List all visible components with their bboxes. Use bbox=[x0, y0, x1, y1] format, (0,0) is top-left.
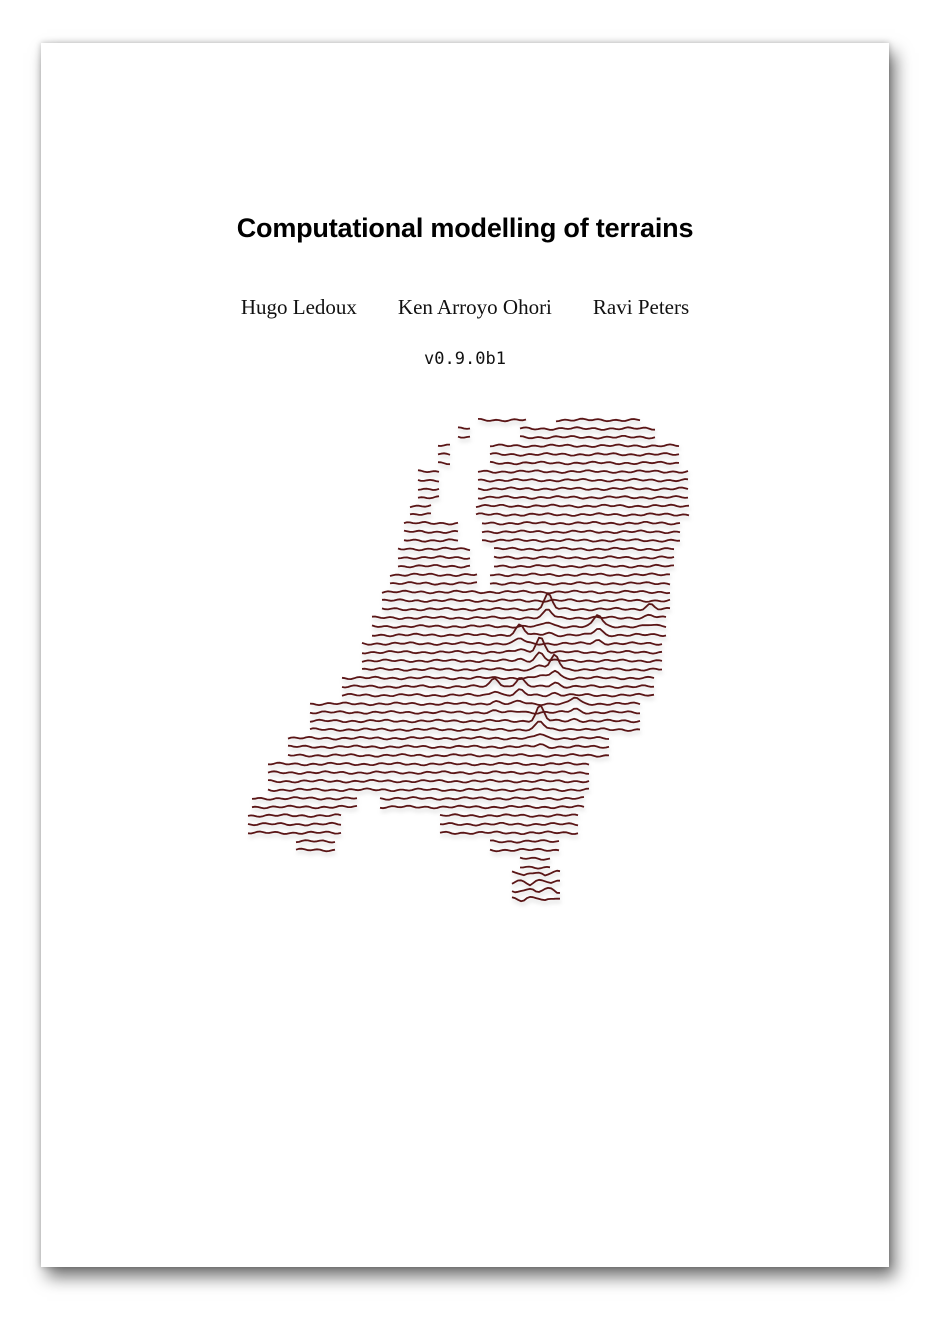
terrain-ridge-line bbox=[457, 435, 471, 439]
terrain-ridge-line bbox=[409, 504, 432, 509]
terrain-ridge-line bbox=[287, 733, 610, 741]
terrain-ridge-line bbox=[477, 418, 527, 423]
terrain-ridge-line bbox=[493, 546, 675, 552]
author-1: Hugo Ledoux bbox=[240, 295, 357, 319]
terrain-ridge-line bbox=[361, 636, 663, 655]
terrain-ridge-line bbox=[341, 688, 655, 698]
terrain-ridge-line bbox=[267, 787, 590, 793]
terrain-ridge-line bbox=[477, 495, 689, 500]
terrain-ridge-line bbox=[437, 461, 451, 466]
terrain-ridge-line bbox=[439, 813, 579, 818]
terrain-ridge-line bbox=[555, 417, 641, 423]
terrain-ridge-line bbox=[437, 452, 451, 456]
terrain-ridge-line bbox=[251, 796, 358, 801]
cover-page: Computational modelling of terrains Hugo… bbox=[41, 43, 889, 1267]
terrain-ridge-line bbox=[520, 865, 551, 870]
terrain-ridge-line bbox=[361, 653, 663, 672]
book-title: Computational modelling of terrains bbox=[236, 213, 694, 243]
terrain-ridge-line bbox=[403, 521, 459, 526]
terrain-ridge-line bbox=[437, 443, 450, 447]
terrain-ridge-line bbox=[519, 435, 656, 440]
terrain-ridge-line bbox=[341, 669, 655, 681]
terrain-ridge-line bbox=[287, 753, 610, 758]
terrain-ridge-line bbox=[397, 555, 471, 560]
terrain-ridge-line bbox=[489, 452, 680, 457]
terrain-ridge-line bbox=[381, 593, 671, 612]
terrain-ridge-line bbox=[309, 704, 641, 724]
terrain-ridge-line bbox=[519, 856, 551, 861]
terrain-ridge-line bbox=[481, 529, 681, 535]
terrain-ridge-line bbox=[309, 720, 641, 732]
terrain-ridge-line bbox=[481, 521, 681, 526]
terrain-ridge-line bbox=[361, 637, 663, 646]
terrain-ridge-line bbox=[379, 796, 585, 801]
terrain-ridge-line bbox=[489, 581, 671, 586]
terrain-ridge-line bbox=[439, 822, 579, 827]
terrain-ridge-line bbox=[295, 839, 336, 844]
terrain-ridge-line bbox=[397, 546, 471, 552]
terrain-ridge-line bbox=[397, 564, 471, 569]
terrain-ridge-line bbox=[389, 572, 478, 577]
terrain-ridge-line bbox=[489, 572, 671, 578]
terrain-ridge-line bbox=[477, 486, 689, 492]
terrain-ridge-line bbox=[417, 487, 440, 491]
terrain-ridge-line bbox=[457, 426, 471, 430]
terrain-ridge-line bbox=[489, 839, 560, 844]
terrain-ridge-line bbox=[417, 469, 440, 473]
terrain-ridge-line bbox=[489, 847, 560, 853]
terrain-ridge-line bbox=[251, 804, 358, 810]
terrain-ridge-line bbox=[489, 460, 680, 466]
terrain-ridge-line bbox=[477, 469, 689, 474]
terrain-ridge-line bbox=[511, 896, 561, 903]
version-label: v0.9.0b1 bbox=[424, 349, 506, 369]
terrain-ridge-line bbox=[381, 589, 671, 595]
terrain-ridge-line bbox=[309, 707, 641, 715]
terrain-ridge-line bbox=[295, 847, 336, 853]
author-list: Hugo Ledoux Ken Arroyo Ohori Ravi Peters bbox=[41, 295, 889, 320]
terrain-ridge-line bbox=[511, 878, 560, 887]
terrain-ridge-line bbox=[341, 677, 655, 689]
terrain-ridge-line bbox=[494, 563, 675, 569]
terrain-ridge-line bbox=[519, 426, 656, 431]
terrain-ridge-line bbox=[309, 696, 641, 707]
terrain-ridge-line bbox=[481, 538, 681, 543]
terrain-ridge-line bbox=[371, 608, 667, 621]
terrain-ridge-line bbox=[493, 555, 675, 560]
terrain-ridge-line bbox=[247, 813, 342, 818]
terrain-ridge-line bbox=[361, 651, 663, 663]
author-3: Ravi Peters bbox=[592, 295, 690, 319]
terrain-ridge-line bbox=[403, 538, 459, 543]
terrain-ridge-line bbox=[489, 443, 680, 448]
terrain-ridge-line bbox=[371, 623, 667, 638]
author-2: Ken Arroyo Ohori bbox=[397, 295, 552, 319]
terrain-ridge-line bbox=[477, 477, 689, 483]
terrain-ridge-line bbox=[417, 495, 440, 500]
terrain-ridge-line bbox=[267, 778, 590, 784]
terrain-ridge-line bbox=[247, 821, 342, 827]
terrain-ridge-line bbox=[247, 830, 342, 835]
terrain-ridge-line bbox=[287, 743, 610, 750]
terrain-ridge-line bbox=[439, 830, 579, 835]
terrain-ridge-line bbox=[379, 804, 585, 810]
terrain-ridge-line bbox=[409, 512, 432, 516]
terrain-ridge-line bbox=[371, 614, 667, 629]
terrain-ridge-line bbox=[417, 479, 440, 483]
terrain-ridge-line bbox=[267, 761, 590, 767]
terrain-ridge-line bbox=[403, 529, 459, 534]
terrain-ridge-line bbox=[511, 887, 561, 894]
terrain-ridge-line bbox=[381, 598, 671, 603]
terrain-ridge-line bbox=[511, 869, 561, 877]
terrain-ridge-line bbox=[475, 512, 690, 517]
terrain-map-illustration bbox=[247, 417, 690, 903]
terrain-ridge-line bbox=[267, 770, 590, 775]
terrain-ridge-line bbox=[475, 503, 690, 509]
terrain-ridge-line bbox=[389, 581, 478, 586]
